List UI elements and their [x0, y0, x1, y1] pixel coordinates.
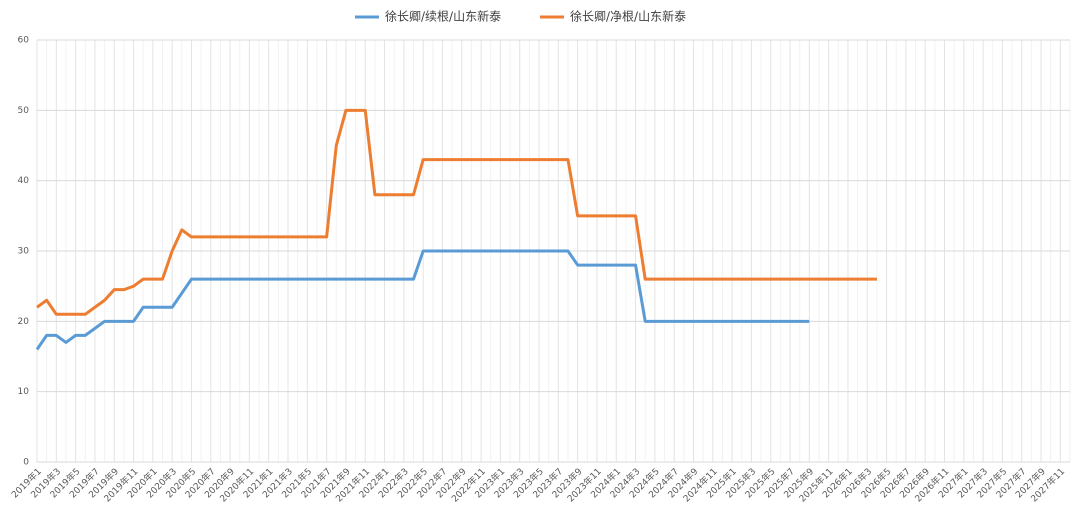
y-tick-label: 20 — [18, 317, 30, 327]
series-line — [36, 108, 877, 316]
series-line — [35, 249, 810, 351]
y-tick-label: 60 — [18, 36, 30, 46]
y-tick-label: 30 — [18, 247, 30, 257]
y-tick-label: 40 — [18, 176, 30, 186]
y-tick-label: 10 — [18, 387, 30, 397]
y-tick-label: 50 — [18, 106, 30, 116]
y-tick-label: 0 — [23, 458, 29, 468]
legend-label: 徐长卿/净根/山东新泰 — [570, 9, 686, 24]
legend-label: 徐长卿/续根/山东新泰 — [385, 9, 501, 24]
